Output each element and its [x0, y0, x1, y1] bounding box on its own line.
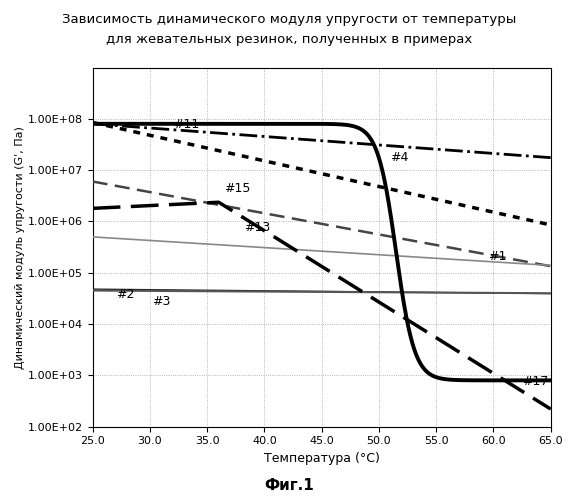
Text: #3: #3	[152, 294, 171, 308]
Text: #4: #4	[390, 151, 409, 164]
Text: Фиг.1: Фиг.1	[264, 478, 314, 492]
Text: #11: #11	[173, 118, 199, 132]
Text: Зависимость динамического модуля упругости от температуры: Зависимость динамического модуля упругос…	[62, 12, 516, 26]
X-axis label: Температура (°C): Температура (°C)	[264, 452, 380, 465]
Text: #1: #1	[488, 250, 506, 262]
Text: #2: #2	[116, 288, 134, 301]
Text: для жевательных резинок, полученных в примерах: для жевательных резинок, полученных в пр…	[106, 32, 472, 46]
Text: #17: #17	[522, 375, 549, 388]
Y-axis label: Динамический модуль упругости (G', Па): Динамический модуль упругости (G', Па)	[15, 126, 25, 368]
Text: #15: #15	[224, 182, 251, 194]
Text: #13: #13	[244, 221, 270, 234]
